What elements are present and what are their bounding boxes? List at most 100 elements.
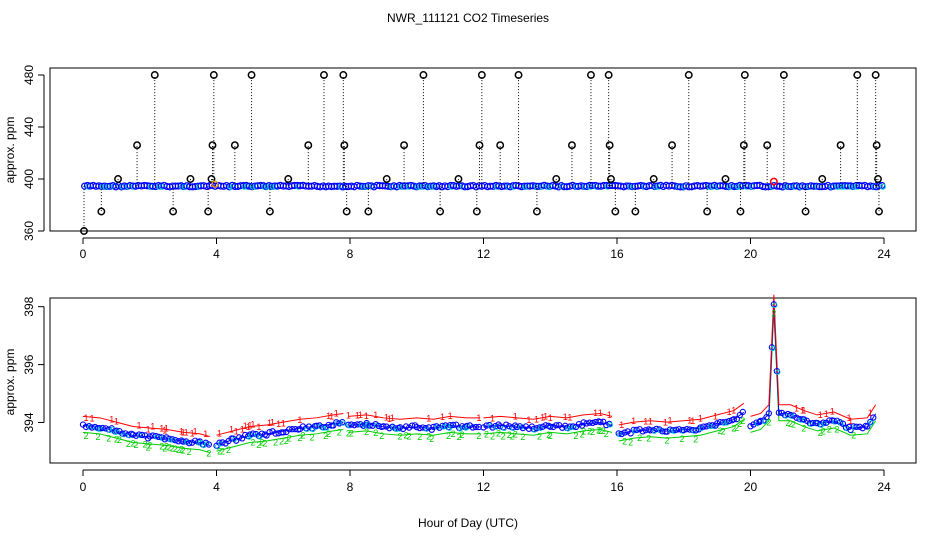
bottom-green-marker: 2 [117, 435, 122, 445]
bottom-y-axis: 394 396 398 [22, 296, 45, 432]
bottom-series-line-blue [750, 303, 877, 429]
bottom-green-marker: 2 [429, 434, 434, 444]
bottom-data-point [449, 421, 457, 429]
top-raw-point [247, 71, 256, 79]
bottom-red-marker: 1 [137, 421, 142, 431]
top-x-tick-label: 16 [610, 247, 624, 261]
top-raw-point [133, 141, 142, 150]
top-raw-point [631, 207, 640, 216]
bottom-data-point [703, 423, 710, 430]
bottom-red-marker: 1 [256, 422, 261, 432]
bottom-data-point [396, 424, 404, 431]
bottom-green-marker: 2 [309, 432, 314, 442]
bottom-data-point [351, 422, 358, 429]
bottom-red-marker: 1 [384, 413, 389, 423]
top-baseline-point-alt [159, 183, 166, 190]
bottom-data-point [132, 432, 140, 439]
bottom-red-marker: 1 [114, 417, 119, 427]
bottom-green-marker: 2 [680, 434, 685, 444]
top-raw-point [477, 71, 486, 79]
bottom-red-marker: 1 [181, 428, 186, 438]
top-raw-point [721, 175, 730, 183]
bottom-red-marker: 1 [543, 411, 548, 421]
bottom-red-marker: 1 [203, 429, 208, 439]
top-y-tick-label: 400 [22, 169, 36, 189]
bottom-green-marker: 2 [217, 447, 222, 457]
bottom-green-marker: 2 [407, 432, 412, 442]
bottom-data-point [680, 426, 687, 434]
top-x-tick-label: 4 [213, 247, 220, 261]
top-y-axis-label: approx. ppm [3, 117, 17, 184]
top-y-tick-label: 440 [22, 117, 36, 137]
bottom-data-point [380, 423, 387, 430]
top-raw-point [304, 141, 313, 150]
top-baseline-point-alt [547, 183, 555, 190]
bottom-red-marker: 1 [281, 418, 286, 428]
top-plot-frame [49, 67, 917, 232]
top-x-tick-label: 0 [80, 247, 87, 261]
bottom-green-marker: 2 [788, 419, 793, 429]
bottom-red-marker: 1 [270, 417, 275, 427]
bottom-red-marker: 1 [598, 408, 603, 418]
bottom-red-marker: 1 [390, 413, 395, 423]
bottom-series-line-green [618, 418, 745, 442]
bottom-green-marker: 2 [520, 432, 525, 442]
bottom-green-marker: 2 [740, 416, 745, 426]
bottom-data-point [853, 423, 860, 430]
bottom-red-marker: 1 [297, 415, 302, 425]
bottom-green-marker: 2 [114, 435, 119, 445]
bottom-data-point [286, 426, 293, 433]
top-raw-point [514, 71, 523, 79]
bottom-green-marker: 2 [510, 431, 515, 441]
bottom-green-marker: 2 [785, 418, 790, 428]
bottom-data-point [413, 423, 420, 431]
top-raw-point [779, 71, 788, 79]
bottom-green-marker: 2 [581, 426, 586, 436]
bottom-red-marker: 1 [326, 411, 331, 421]
top-raw-point [496, 141, 505, 150]
top-raw-point [382, 175, 391, 183]
bottom-data-point [864, 423, 871, 430]
bottom-x-tick-label: 16 [610, 480, 624, 494]
bottom-data-point-alt [770, 345, 776, 351]
top-raw-point [567, 141, 576, 150]
bottom-red-marker: 1 [146, 424, 151, 434]
bottom-y-axis-label: approx. ppm [3, 349, 17, 416]
top-raw-point [80, 227, 88, 235]
bottom-green-marker: 2 [262, 439, 267, 449]
bottom-data-point [621, 429, 628, 436]
bottom-data-point [589, 419, 596, 427]
bottom-data-point [179, 438, 187, 445]
top-baseline-point-alt [726, 183, 733, 190]
bottom-data-point [146, 433, 153, 440]
bottom-green-marker: 2 [801, 423, 806, 433]
bottom-green-marker: 2 [579, 430, 584, 440]
top-raw-point [668, 141, 677, 150]
bottom-red-marker: 1 [631, 416, 636, 426]
bottom-red-marker: 1 [267, 418, 272, 428]
top-raw-point [605, 141, 614, 150]
top-raw-point [587, 71, 595, 79]
top-baseline-point-alt [241, 183, 248, 190]
bottom-green-marker: 2 [206, 449, 211, 459]
bottom-red-marker: 1 [373, 410, 378, 420]
bottom-data-point [713, 420, 721, 427]
bottom-red-marker: 1 [593, 408, 598, 418]
top-raw-point [607, 175, 615, 183]
bottom-green-marker: 2 [426, 431, 431, 441]
bottom-series-line-red [483, 412, 613, 420]
bottom-red-marker: 1 [830, 406, 835, 416]
bottom-series-line-green [750, 310, 877, 436]
top-baseline-point-alt [715, 183, 722, 190]
bottom-red-marker: 1 [190, 429, 195, 439]
bottom-green-marker: 2 [827, 424, 832, 434]
top-raw-point [208, 141, 217, 150]
bottom-green-marker: 2 [126, 439, 131, 449]
bottom-red-marker: 1 [276, 419, 281, 429]
top-raw-point [871, 71, 880, 79]
bottom-data-point-alt [537, 425, 544, 432]
top-y-axis: 360 400 440 480 [22, 65, 45, 241]
bottom-red-marker: 1 [234, 427, 239, 437]
bottom-red-marker: 1 [164, 423, 169, 433]
bottom-series-line-red [348, 414, 481, 420]
